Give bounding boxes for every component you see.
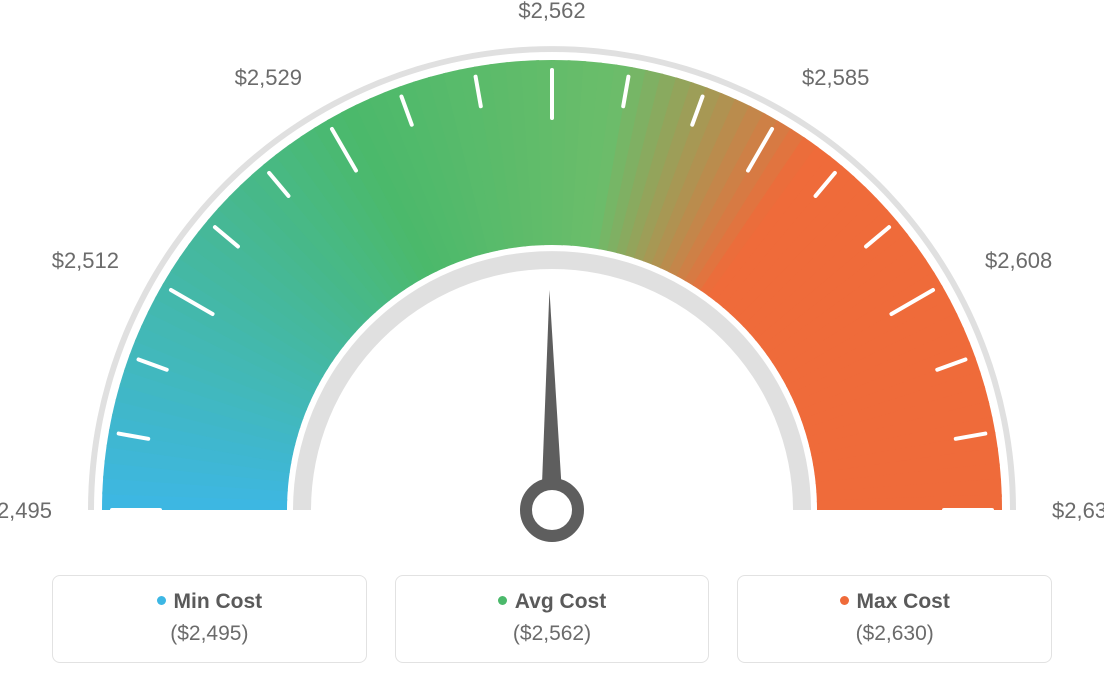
legend-card-min: Min Cost ($2,495) — [52, 575, 367, 663]
gauge-scale-label: $2,630 — [1052, 498, 1104, 524]
dot-icon — [840, 596, 849, 605]
legend-value-max: ($2,630) — [738, 622, 1051, 646]
gauge-scale-label: $2,585 — [802, 65, 882, 91]
legend-title-min: Min Cost — [53, 590, 366, 614]
legend-title-max-text: Max Cost — [857, 590, 950, 613]
legend-title-max: Max Cost — [738, 590, 1051, 614]
dot-icon — [498, 596, 507, 605]
gauge-scale-label: $2,562 — [512, 0, 592, 24]
gauge-chart: $2,495 $2,512 $2,529 $2,562 $2,585 $2,608 $2,6… — [0, 0, 1104, 560]
legend-card-max: Max Cost ($2,630) — [737, 575, 1052, 663]
legend-row: Min Cost ($2,495) Avg Cost ($2,562) Max … — [52, 575, 1052, 663]
legend-value-min: ($2,495) — [53, 622, 366, 646]
gauge-scale-label: $2,608 — [985, 248, 1065, 274]
gauge-svg — [0, 0, 1104, 560]
dot-icon — [157, 596, 166, 605]
legend-card-avg: Avg Cost ($2,562) — [395, 575, 710, 663]
legend-value-avg: ($2,562) — [396, 622, 709, 646]
gauge-scale-label: $2,529 — [222, 65, 302, 91]
legend-title-avg-text: Avg Cost — [515, 590, 606, 613]
legend-title-min-text: Min Cost — [174, 590, 263, 613]
gauge-scale-label: $2,495 — [0, 498, 52, 524]
cost-gauge-widget: $2,495 $2,512 $2,529 $2,562 $2,585 $2,608 $2,6… — [0, 0, 1104, 690]
legend-title-avg: Avg Cost — [396, 590, 709, 614]
gauge-scale-label: $2,512 — [39, 248, 119, 274]
